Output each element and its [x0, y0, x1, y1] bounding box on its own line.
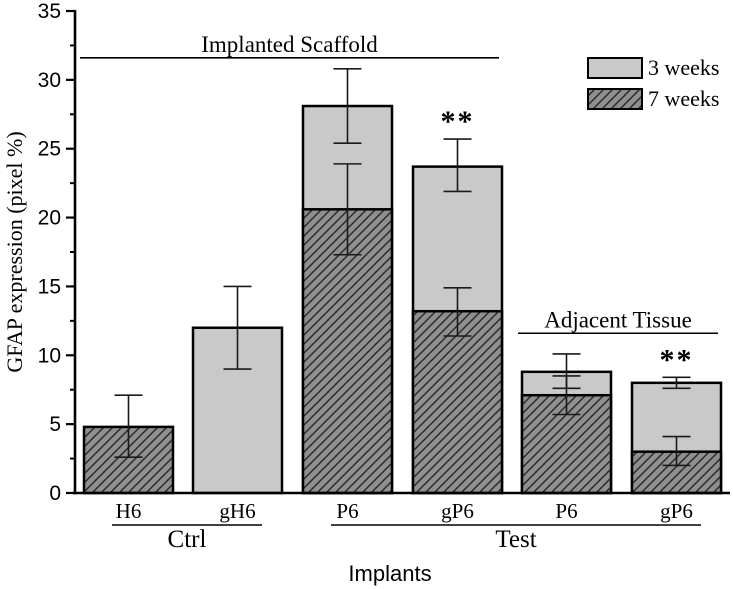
error-bar-3weeks-5 — [662, 376, 691, 390]
y-tick-label-30: 30 — [38, 69, 61, 92]
y-tick-label-35: 35 — [38, 0, 61, 23]
y-tick-label-15: 15 — [38, 275, 61, 298]
y-tick-label-10: 10 — [38, 344, 61, 367]
group-label-Ctrl: Ctrl — [168, 526, 207, 553]
x-tick-label-4-P6: P6 — [555, 499, 577, 523]
section-label-0: Implanted Scaffold — [201, 32, 378, 57]
legend-label-7-weeks: 7 weeks — [648, 86, 719, 111]
x-tick-label-1-gH6: gH6 — [219, 499, 255, 523]
y-tick-label-20: 20 — [38, 207, 61, 230]
legend-label-3-weeks: 3 weeks — [648, 55, 719, 80]
bar-7weeks-P6-2 — [301, 208, 394, 495]
x-tick-label-5-gP6: gP6 — [660, 499, 693, 523]
y-tick-label-5: 5 — [49, 413, 61, 436]
error-bar-7weeks-5 — [662, 435, 691, 467]
error-bar-7weeks-3 — [443, 287, 472, 337]
error-bar-7weeks-2 — [333, 163, 362, 256]
legend-swatch-3-weeks — [587, 57, 643, 79]
y-axis-title: GFAP expression (pixel %) — [2, 131, 27, 372]
significance-marker-3: ** — [441, 105, 475, 138]
x-axis-title: Implants — [348, 561, 431, 586]
significance-marker-5: ** — [660, 343, 694, 376]
error-bar-7weeks-0 — [114, 394, 143, 458]
group-label-Test: Test — [495, 526, 536, 553]
y-tick-label-0: 0 — [49, 482, 61, 505]
x-tick-label-2-P6: P6 — [336, 499, 358, 523]
error-bar-3weeks-3 — [443, 138, 472, 193]
bar-7weeks-gP6-3 — [411, 309, 504, 495]
section-label-1: Adjacent Tissue — [544, 307, 692, 332]
legend-swatch-7-weeks — [587, 88, 643, 110]
x-tick-label-3-gP6: gP6 — [441, 499, 474, 523]
error-bar-3weeks-2 — [333, 68, 362, 145]
error-bar-3weeks-1 — [223, 285, 252, 370]
error-bar-7weeks-4 — [552, 375, 581, 416]
y-tick-label-25: 25 — [38, 138, 61, 161]
x-tick-label-0-H6: H6 — [116, 499, 142, 523]
